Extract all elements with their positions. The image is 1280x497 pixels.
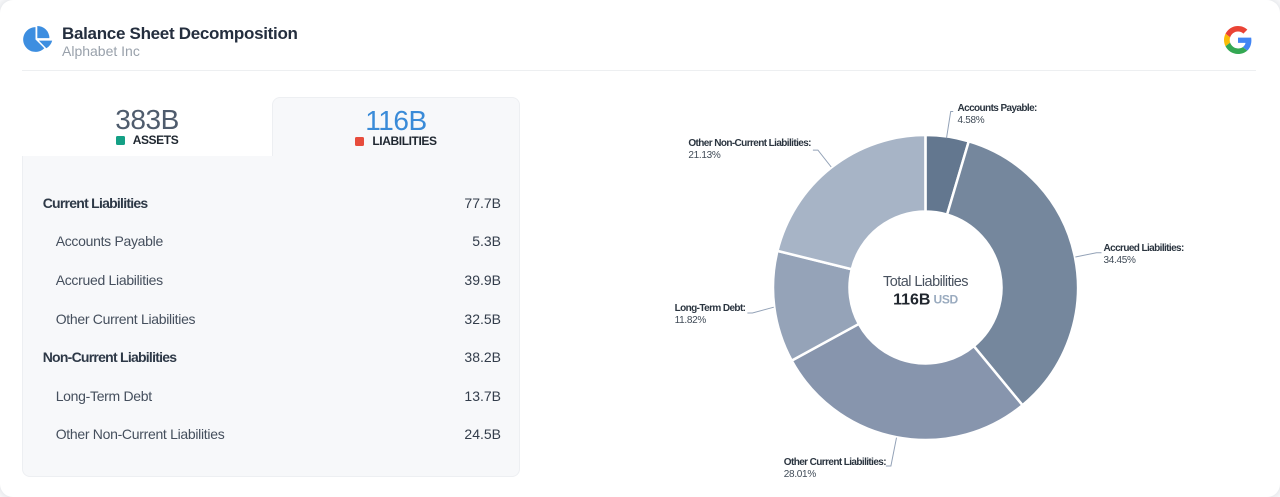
svg-text:116B USD: 116B USD (893, 291, 958, 308)
svg-text:Total Liabilities: Total Liabilities (883, 274, 968, 290)
